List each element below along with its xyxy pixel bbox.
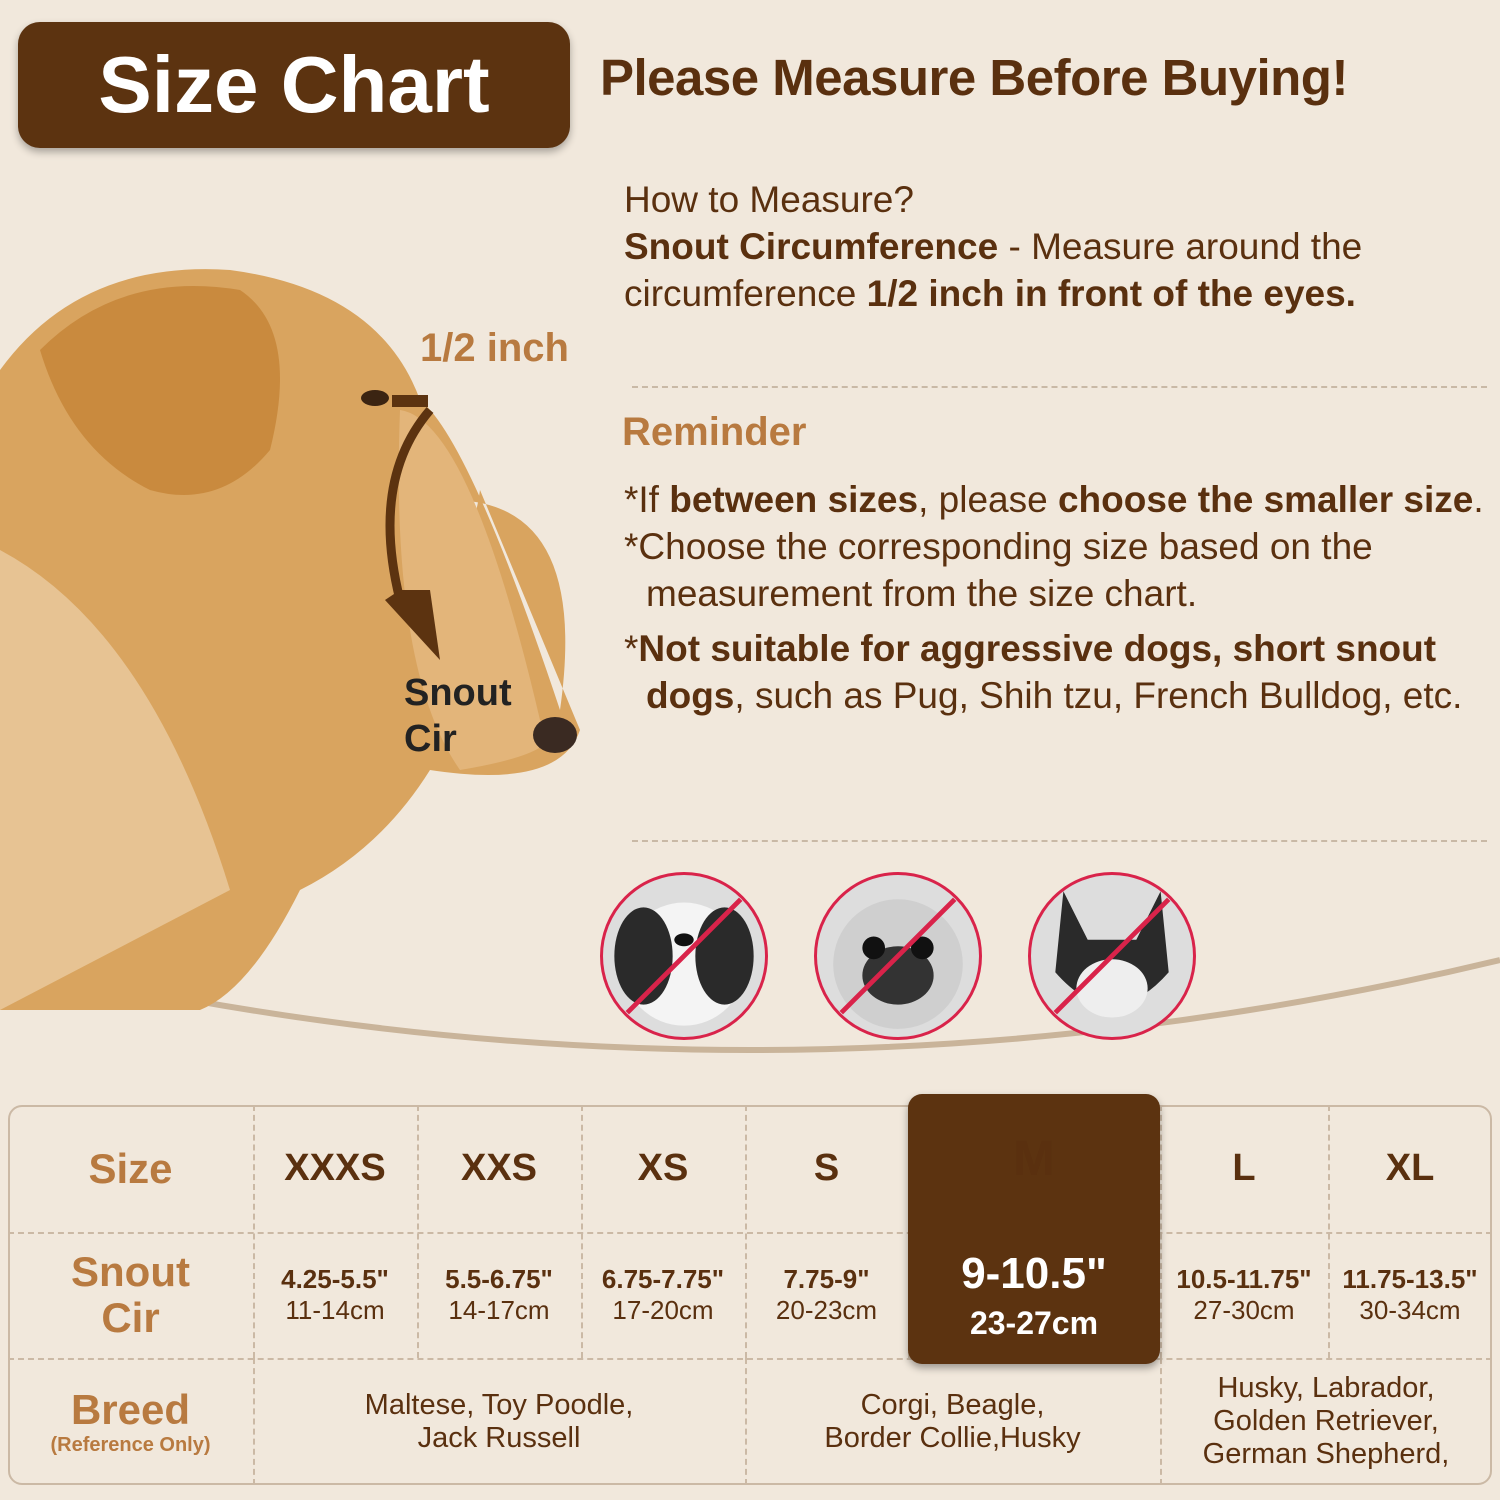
snout-value-xs-text: 17-20cm [612, 1295, 714, 1325]
r1b: between sizes [669, 479, 919, 520]
size-header-xxs: XXS [417, 1105, 581, 1232]
table-divider [1160, 1105, 1162, 1358]
snout-cir-label-text: Cir [101, 1294, 160, 1341]
r1e: . [1473, 479, 1484, 520]
snout-value-xl: 11.75-13.5" 30-34cm [1328, 1232, 1492, 1358]
snout-value-xl-text: 11.75-13.5" [1342, 1264, 1478, 1294]
size-label: Size [8, 1105, 253, 1232]
snout-value-l-text: 27-30cm [1193, 1295, 1295, 1325]
snout-value-xl-text: 30-34cm [1359, 1295, 1461, 1325]
reminder-1: *If between sizes, please choose the sma… [624, 476, 1494, 523]
table-divider [1160, 1358, 1162, 1485]
breed-label: Breed (Reference Only) [8, 1358, 253, 1485]
size-header-xs-text: XS [637, 1147, 689, 1189]
r1d: choose the smaller size [1057, 479, 1474, 520]
size-header-xxxs-text: XXXS [284, 1147, 386, 1189]
snout-value-xs-text: 6.75-7.75" [601, 1264, 725, 1294]
size-header-xl: XL [1328, 1105, 1492, 1232]
size-chart-title: Size Chart [18, 22, 570, 148]
breed-label-text: (Reference Only) [50, 1433, 211, 1456]
golden-retriever-illustration [0, 269, 580, 1010]
snout-value-s-text: 20-23cm [775, 1295, 878, 1325]
table-divider [1328, 1105, 1330, 1358]
pug-prohibited-icon [814, 872, 982, 1040]
breed-cell-text: Maltese, Toy Poodle, [364, 1388, 634, 1421]
snout-cir-label-text: Snout [71, 1248, 190, 1295]
breed-cell: Corgi, Beagle, Border Collie,Husky [745, 1358, 1160, 1485]
r1a: *If [624, 479, 670, 520]
table-divider [8, 1358, 1492, 1360]
size-header-s-text: S [813, 1147, 840, 1189]
reminder-list: *If between sizes, please choose the sma… [624, 476, 1494, 719]
snout-cir-label: Snout Cir [8, 1232, 253, 1358]
table-divider [745, 1105, 747, 1358]
half-inch-label: 1/2 inch [420, 326, 569, 370]
size-header-l-text: L [1232, 1147, 1256, 1189]
table-divider [581, 1105, 583, 1358]
table-divider [253, 1105, 255, 1358]
breed-cell-text: Husky, Labrador, [1217, 1372, 1435, 1404]
measure-term: Snout Circumference [624, 226, 999, 267]
measure-desc: - Measure around the circumference [624, 226, 1363, 314]
r3c: , such as Pug, Shih tzu, French Bulldog,… [734, 675, 1463, 716]
snout-value-xxxs-text: 4.25-5.5" [281, 1264, 389, 1294]
snout-value-s: 7.75-9" 20-23cm [745, 1232, 908, 1358]
size-table [8, 1105, 1492, 1485]
shih-tzu-prohibited-icon [600, 872, 768, 1040]
snout-value-l-text: 10.5-11.75" [1176, 1264, 1312, 1294]
snout-value-xs: 6.75-7.75" 17-20cm [581, 1232, 745, 1358]
breed-cell-text: Golden Retriever, [1213, 1405, 1439, 1437]
r1c: , please [918, 479, 1058, 520]
snout-value-l: 10.5-11.75" 27-30cm [1160, 1232, 1328, 1358]
size-header-xl-text: XL [1385, 1147, 1435, 1189]
breed-cell-text: Jack Russell [417, 1421, 581, 1454]
r3a: * [624, 628, 639, 669]
snout-value-xxs-text: 5.5-6.75" [445, 1264, 553, 1294]
snout-value-m-text: 9-10.5" [961, 1248, 1107, 1298]
size-header-s: S [745, 1105, 908, 1232]
breed-cell-text: German Shepherd, [1202, 1438, 1450, 1470]
size-label-text: Size [88, 1144, 173, 1192]
table-divider [253, 1358, 255, 1485]
size-header-m-text: M [1013, 1129, 1055, 1186]
table-divider [745, 1358, 747, 1485]
headline: Please Measure Before Buying! [600, 49, 1348, 106]
highlighted-size-column [908, 1094, 1160, 1364]
size-header-l: L [1160, 1105, 1328, 1232]
reminder-3: *Not suitable for aggressive dogs, short… [624, 625, 1494, 719]
size-header-xxs-text: XXS [460, 1147, 538, 1189]
divider [632, 840, 1487, 842]
size-header-m: M [908, 1105, 1160, 1232]
table-divider [8, 1232, 1492, 1234]
snout-value-xxxs: 4.25-5.5" 11-14cm [253, 1232, 417, 1358]
reminder-2: *Choose the corresponding size based on … [624, 526, 1373, 614]
french-bulldog-prohibited-icon [1028, 872, 1196, 1040]
how-to-measure: How to Measure? Snout Circumference - Me… [624, 176, 1494, 317]
snout-value-m-text: 23-27cm [969, 1304, 1099, 1341]
measure-question: How to Measure? [624, 179, 914, 220]
snout-value-m: 9-10.5" 23-27cm [908, 1232, 1160, 1358]
breed-label-text: Breed [70, 1385, 191, 1433]
size-header-xxxs: XXXS [253, 1105, 417, 1232]
snout-label-line1: Snout [404, 672, 512, 714]
reminder-heading: Reminder [622, 410, 807, 454]
r3b: Not suitable for aggressive dogs, short … [638, 628, 1437, 716]
breed-cell-text: Border Collie,Husky [824, 1421, 1081, 1454]
breed-cell-text: Corgi, Beagle, [860, 1388, 1045, 1421]
snout-label-line2: Cir [404, 718, 457, 760]
snout-cir-label: Snout Cir [404, 670, 512, 762]
measure-desc-bold: 1/2 inch in front of the eyes. [866, 273, 1356, 314]
background-curve [0, 957, 1500, 1100]
breed-cell: Husky, Labrador, Golden Retriever, German … [1160, 1358, 1492, 1485]
snout-value-xxs-text: 14-17cm [448, 1295, 550, 1325]
table-divider [417, 1105, 419, 1358]
snout-value-xxs: 5.5-6.75" 14-17cm [417, 1232, 581, 1358]
size-header-xs: XS [581, 1105, 745, 1232]
divider [632, 386, 1487, 388]
breed-cell: Maltese, Toy Poodle, Jack Russell [253, 1358, 745, 1485]
snout-value-xxxs-text: 11-14cm [285, 1295, 385, 1325]
snout-value-s-text: 7.75-9" [783, 1264, 870, 1294]
